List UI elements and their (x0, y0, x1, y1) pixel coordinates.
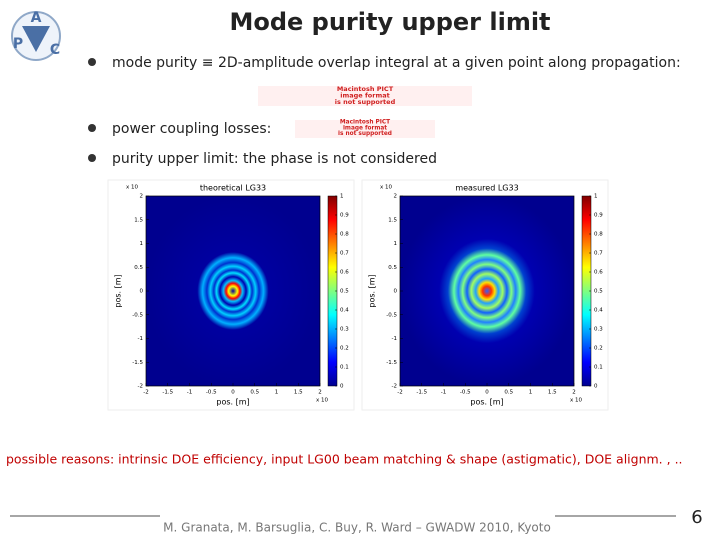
bullet-dot (88, 58, 96, 66)
x-tick-label: 1 (529, 390, 533, 396)
colorbar-tick-label: 1 (340, 194, 344, 200)
logo-letter: A (31, 10, 42, 26)
logo-letter: C (50, 42, 60, 58)
colorbar-tick-label: 0.1 (340, 365, 349, 371)
colorbar-tick-label: 1 (594, 194, 598, 200)
x-axis-label: pos. [m] (216, 398, 249, 407)
y-tick-label: 1.5 (388, 217, 397, 223)
x-tick-label: 1.5 (294, 390, 303, 396)
figure-title: measured LG33 (455, 184, 518, 193)
colorbar-tick-label: 0.7 (340, 251, 349, 257)
x-tick-label: 0 (485, 390, 489, 396)
figure: theoretical LG33 -2 -1.5 -1 -0.5 0 0.5 1 1.5 2 2 1.… (107, 179, 355, 411)
x-tick-label: 1.5 (548, 390, 557, 396)
colorbar-tick-label: 0.4 (594, 308, 603, 314)
colorbar-tick-label: 0.8 (594, 232, 603, 238)
bullet-dot (88, 124, 96, 132)
colorbar-tick-label: 0.5 (594, 289, 603, 295)
y-tick-label: -1.5 (132, 360, 143, 366)
placeholder-text: image format (343, 125, 387, 131)
x-tick-label: -1 (441, 390, 446, 396)
y-tick-label: 2 (394, 194, 398, 200)
y-tick-label: 0.5 (388, 265, 397, 271)
x-tick-label: -2 (143, 390, 148, 396)
exponent-label: x 10 (380, 185, 393, 191)
logo: A P C (11, 10, 61, 61)
figure: measured LG33 -2 -1.5 -1 -0.5 0 0.5 1 1.5 2 2 1.5 1 0… (361, 179, 609, 411)
y-tick-label: 1 (140, 241, 144, 247)
colorbar-tick-label: 0.4 (340, 308, 349, 314)
x-tick-label: 2 (318, 390, 322, 396)
colorbar-tick-label: 0.6 (594, 270, 603, 276)
exponent-label: x 10 (126, 185, 139, 191)
placeholder-text: Macintosh PICT (340, 120, 390, 126)
y-tick-label: -2 (392, 384, 397, 390)
y-tick-label: 0 (394, 289, 398, 295)
slide-title: Mode purity upper limit (229, 8, 550, 36)
y-tick-label: -0.5 (132, 312, 143, 318)
colorbar-tick-label: 0.9 (594, 213, 603, 219)
colorbar-tick-label: 0.5 (340, 289, 349, 295)
colorbar-tick-label: 0.8 (340, 232, 349, 238)
colorbar-tick-label: 0.2 (594, 346, 603, 352)
placeholder-text: is not supported (338, 131, 392, 137)
logo-letter: P (13, 36, 23, 52)
x-tick-label: -0.5 (460, 390, 471, 396)
y-tick-label: 0 (140, 289, 144, 295)
heatmap-rings (400, 196, 574, 386)
y-tick-label: 1 (394, 241, 398, 247)
x-tick-label: -2 (397, 390, 402, 396)
bullet-dot (88, 154, 96, 162)
footer: M. Granata, M. Barsuglia, C. Buy, R. War… (163, 521, 551, 535)
bullet-text: mode purity ≡ 2D-amplitude overlap integ… (112, 55, 681, 71)
x-tick-label: 2 (572, 390, 576, 396)
colorbar-tick-label: 0.1 (594, 365, 603, 371)
placeholder-text: image format (340, 92, 389, 100)
y-tick-label: 2 (140, 194, 144, 200)
x-tick-label: 0.5 (504, 390, 513, 396)
y-tick-label: 0.5 (134, 265, 143, 271)
colorbar-tick-label: 0.9 (340, 213, 349, 219)
x-tick-label: -1.5 (162, 390, 173, 396)
colorbar-tick-label: 0.2 (340, 346, 349, 352)
y-tick-label: -2 (138, 384, 143, 390)
x-tick-label: -0.5 (206, 390, 217, 396)
bullet-text: power coupling losses: (112, 121, 271, 137)
y-tick-label: -0.5 (386, 312, 397, 318)
x-tick-label: 0 (231, 390, 235, 396)
y-axis-label: pos. [m] (114, 274, 123, 307)
bullet-text: purity upper limit: the phase is not con… (112, 151, 437, 167)
y-tick-label: -1.5 (386, 360, 397, 366)
x-axis-label: pos. [m] (470, 398, 503, 407)
exponent-label: x 10 (570, 398, 583, 404)
page-number: 6 (691, 507, 702, 528)
placeholder-text: is not supported (335, 98, 396, 106)
x-tick-label: 0.5 (250, 390, 259, 396)
placeholder-text: Macintosh PICT (337, 85, 394, 93)
x-tick-label: -1.5 (416, 390, 427, 396)
y-tick-label: 1.5 (134, 217, 143, 223)
colorbar-tick-label: 0 (340, 384, 344, 390)
y-tick-label: -1 (392, 336, 397, 342)
figure-title: theoretical LG33 (200, 184, 266, 193)
colorbar-tick-label: 0.3 (340, 327, 349, 333)
y-tick-label: -1 (138, 336, 143, 342)
exponent-label: x 10 (316, 398, 329, 404)
x-tick-label: 1 (275, 390, 279, 396)
colorbar-tick-label: 0.6 (340, 270, 349, 276)
colorbar-tick-label: 0 (594, 384, 598, 390)
colorbar-tick-label: 0.7 (594, 251, 603, 257)
y-axis-label: pos. [m] (368, 274, 377, 307)
note: possible reasons: intrinsic DOE efficien… (6, 452, 683, 467)
x-tick-label: -1 (187, 390, 192, 396)
colorbar-tick-label: 0.3 (594, 327, 603, 333)
heatmap-rings (146, 196, 320, 386)
